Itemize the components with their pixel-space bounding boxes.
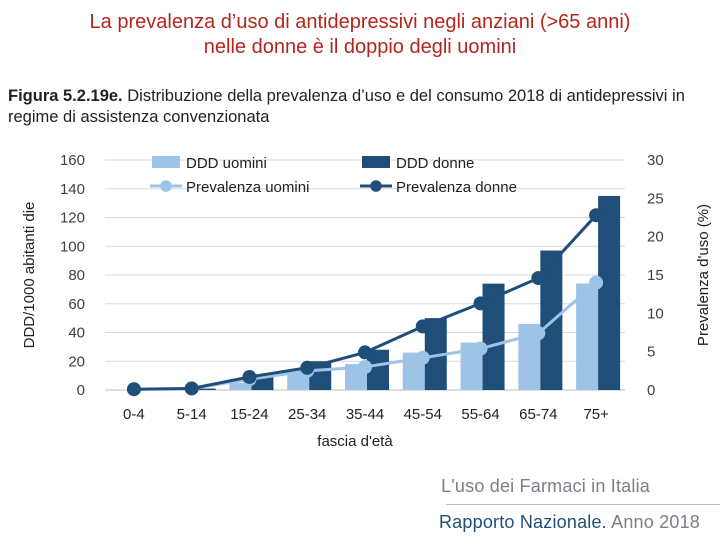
x-tick-label: 0-4: [123, 406, 145, 423]
bar-ddd-uomini: [229, 382, 252, 390]
y-tick-label: 80: [68, 267, 85, 284]
footer-report-title: Rapporto Nazionale.: [438, 512, 607, 532]
prevalenza-donne-point: [300, 360, 315, 375]
prevalenza-uomini-point: [531, 326, 546, 341]
figure-caption-label: Figura 5.2.19e.: [8, 87, 123, 105]
y-tick-label: 100: [60, 238, 85, 255]
prevalenza-uomini-point: [589, 275, 604, 290]
bar-ddd-donne: [482, 283, 505, 390]
prevalenza-uomini-point: [415, 350, 430, 365]
figure-caption-text: Distribuzione della prevalenza d’uso e d…: [8, 87, 685, 126]
legend-label: DDD donne: [396, 155, 474, 172]
legend-swatch: [152, 156, 180, 168]
prevalenza-uomini-point: [473, 341, 488, 356]
y2-tick-label: 10: [647, 305, 664, 322]
y-tick-label: 120: [60, 210, 85, 227]
prevalenza-donne-point: [358, 345, 372, 360]
x-tick-label: 25-34: [288, 406, 326, 423]
y-tick-label: 140: [60, 181, 85, 198]
x-tick-label: 75+: [583, 406, 609, 423]
slide-title: La prevalenza d’uso di antidepressivi ne…: [0, 10, 720, 60]
y-axis-title: DDD/1000 abitanti die: [21, 202, 38, 349]
y-tick-label: 60: [68, 296, 85, 313]
x-tick-label: 45-54: [404, 406, 442, 423]
y-tick-label: 160: [60, 152, 85, 169]
legend-swatch: [362, 156, 390, 168]
prevalenza-donne-point: [242, 369, 257, 384]
legend-label: DDD uomini: [186, 155, 267, 172]
legend-swatch-marker: [160, 180, 172, 192]
x-tick-label: 35-44: [346, 406, 384, 423]
footer-report-year: Anno 2018: [611, 512, 700, 532]
y2-axis-title: Prevalenza d'uso (%): [695, 204, 712, 346]
x-tick-label: 15-24: [230, 406, 268, 423]
legend-swatch-marker: [370, 180, 382, 192]
bar-ddd-donne: [424, 318, 447, 390]
bar-ddd-donne: [251, 377, 274, 390]
y2-tick-label: 25: [647, 190, 664, 207]
footer-divider: [446, 504, 720, 505]
y2-tick-label: 0: [647, 382, 655, 399]
x-tick-label: 55-64: [461, 406, 499, 423]
footer-report: Rapporto Nazionale. Anno 2018: [439, 512, 700, 533]
y2-tick-label: 30: [647, 152, 664, 169]
bar-ddd-donne: [598, 195, 621, 390]
prevalenza-donne-point: [473, 296, 488, 311]
chart: 0 20 40 60 80 100 120 140 160 0 5 10 15 20 25 30 0-4 5-14…: [21, 152, 712, 450]
y-tick-label: 20: [68, 353, 85, 370]
prevalenza-uomini-point: [358, 360, 372, 374]
prevalenza-donne-point: [531, 271, 546, 286]
prevalenza-donne-point: [184, 381, 199, 396]
prevalenza-donne-point: [126, 382, 141, 397]
prevalenza-donne-point: [589, 208, 604, 223]
bar-ddd-donne: [367, 349, 389, 390]
prevalenza-donne-point: [415, 319, 430, 334]
x-axis-title: fascia d'età: [317, 433, 393, 450]
y-tick-label: 0: [77, 382, 85, 399]
y2-tick-label: 20: [647, 229, 664, 246]
legend-label: Prevalenza uomini: [186, 179, 309, 196]
footer-publication: L'uso dei Farmaci in Italia: [441, 476, 650, 496]
x-tick-label: 5-14: [177, 406, 207, 423]
y2-tick-label: 5: [647, 344, 655, 361]
y2-tick-label: 15: [647, 267, 664, 284]
slide-title-line2: nelle donne è il doppio degli uomini: [203, 36, 517, 58]
legend-label: Prevalenza donne: [396, 179, 517, 196]
bar-ddd-donne: [193, 388, 216, 390]
slide-title-line1: La prevalenza d’uso di antidepressivi ne…: [89, 11, 631, 33]
y-tick-label: 40: [68, 325, 85, 342]
bar-ddd-uomini: [576, 283, 599, 390]
x-tick-label: 65-74: [519, 406, 557, 423]
figure-caption: Figura 5.2.19e. Distribuzione della prev…: [8, 86, 720, 128]
bar-ddd-uomini: [287, 372, 310, 390]
bar-ddd-uomini: [518, 323, 541, 390]
